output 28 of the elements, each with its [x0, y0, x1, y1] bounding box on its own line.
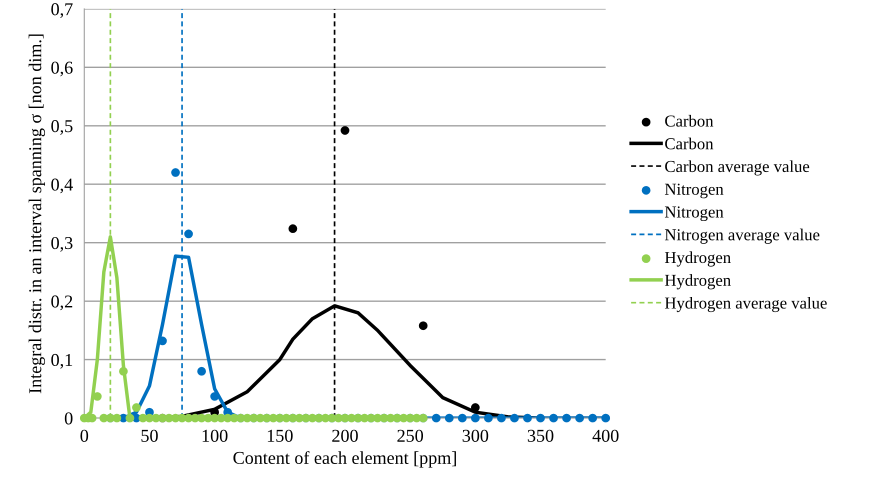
x-tick-label: 350: [528, 430, 554, 442]
legend-label: Carbon: [665, 114, 714, 127]
y-tick-label: 0,1: [51, 354, 72, 369]
y-axis-title: Integral distr. in an interval spanning σ [non dim.]: [28, 34, 46, 394]
legend-label: Carbon: [665, 138, 714, 150]
x-tick-label: 400: [592, 430, 619, 442]
y-tick-label: 0,7: [51, 3, 73, 18]
legend-label: Nitrogen: [664, 184, 724, 198]
x-tick-label: 100: [202, 430, 228, 442]
legend-label: Nitrogen: [664, 206, 724, 222]
x-tick-label: 300: [462, 430, 488, 442]
x-tick-label: 150: [268, 430, 293, 442]
y-tick-label: 0,2: [51, 295, 72, 310]
legend-label: Hydrogen: [664, 251, 731, 267]
x-axis-title: Content of each element [ppm]: [233, 451, 456, 468]
y-tick-label: 0,4: [51, 178, 73, 194]
legend-label: Hydrogen: [664, 274, 731, 290]
x-tick-label: 250: [397, 430, 424, 442]
y-tick-label: 0: [64, 412, 72, 425]
x-tick-label: 200: [332, 430, 358, 442]
legend-label: Carbon average value: [665, 160, 810, 176]
y-tick-label: 0,6: [51, 62, 73, 76]
legend-label: Hydrogen average value: [664, 296, 827, 312]
y-tick-label: 0,3: [51, 236, 72, 252]
x-tick-label: 50: [141, 430, 158, 442]
x-tick-label: 0: [80, 430, 88, 442]
y-tick-label: 0,5: [51, 120, 72, 135]
legend-label: Nitrogen average value: [664, 228, 820, 244]
